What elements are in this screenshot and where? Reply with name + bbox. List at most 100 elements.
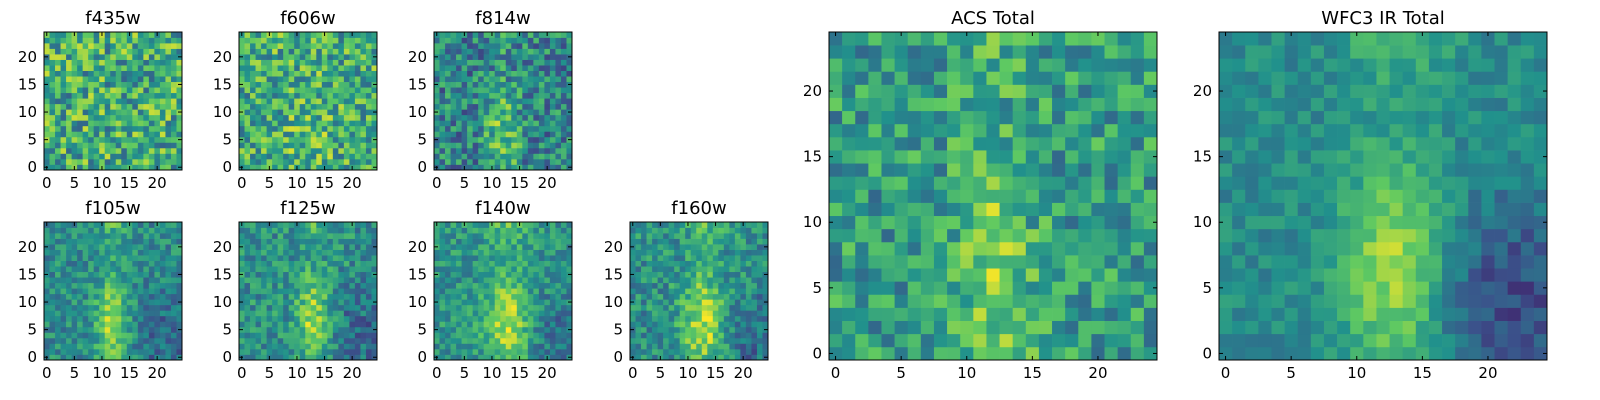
heatmap-cell [126,136,133,143]
heatmap-cell [533,81,540,88]
heatmap-cell [82,354,89,361]
heatmap-cell [266,282,273,289]
heatmap-cell [305,48,312,55]
heatmap-cell [868,255,882,269]
heatmap-cell [272,37,278,44]
heatmap-cell [842,281,856,295]
heatmap-cell [434,321,440,328]
heatmap-cell [522,92,529,99]
heatmap-cell [354,32,361,38]
heatmap-cell [176,222,183,228]
heatmap-cell [494,48,501,55]
heatmap-cell [99,70,106,77]
x-tick-label: 20 [538,174,557,192]
heatmap-cell [881,307,895,321]
heatmap-cell [516,147,523,154]
heatmap-cell [239,37,245,44]
heatmap-cell [371,153,378,160]
heatmap-cell [255,233,262,239]
heatmap-cell [522,321,529,328]
heatmap-cell [137,354,144,361]
heatmap-cell [170,343,177,350]
heatmap-cell [316,315,323,322]
heatmap-cell [894,163,909,177]
heatmap-cell [288,120,295,127]
heatmap-cell [756,343,763,350]
heatmap-cell [467,310,473,317]
heatmap-cell [44,282,50,289]
heatmap-cell [266,48,273,55]
heatmap-cell [566,43,573,49]
heatmap-cell [718,288,725,295]
heatmap-cell [132,43,139,49]
heatmap-cell [77,233,83,239]
heatmap-cell [88,304,95,311]
heatmap-cell [44,348,50,355]
heatmap-cell [332,81,339,88]
heatmap-cell [855,255,869,269]
heatmap-cell [365,282,372,289]
heatmap-cell [55,343,61,350]
heatmap-cell [66,337,72,344]
heatmap-cell [685,315,692,322]
heatmap-cell [294,233,301,239]
heatmap-cell [494,81,501,88]
heatmap-cell [360,114,367,121]
heatmap-cell [338,120,345,127]
heatmap-cell [555,158,562,165]
heatmap-cell [321,158,328,165]
heatmap-cell [555,260,562,267]
heatmap-cell [115,120,122,127]
heatmap-cell [560,249,567,256]
heatmap-cell [500,76,507,83]
x-tick-label: 0 [237,174,247,192]
heatmap-cell [272,92,278,99]
heatmap-cell [176,266,183,273]
heatmap-cell [960,294,974,308]
heatmap-cell [734,321,741,328]
heatmap-cell [60,315,67,322]
heatmap-cell [566,48,573,55]
heatmap-cell [354,120,361,127]
heatmap-cell [272,109,278,116]
heatmap-cell [685,260,692,267]
heatmap-cell [533,87,540,94]
heatmap-cell [360,147,367,154]
heatmap-cell [450,70,457,77]
heatmap-cell [360,266,367,273]
heatmap-cell [696,282,703,289]
heatmap-cell [170,48,177,55]
heatmap-cell [44,293,50,300]
heatmap-cell [472,147,479,154]
heatmap-cell [533,98,540,105]
heatmap-cell [723,244,730,250]
heatmap-cell [635,321,642,328]
heatmap-cell [657,233,664,239]
heatmap-cell [170,244,177,250]
heatmap-cell [538,92,545,99]
heatmap-cell [137,109,144,116]
heatmap-cell [250,54,256,60]
heatmap-cell [126,293,133,300]
heatmap-cell [505,249,512,256]
heatmap-cell [712,249,719,256]
heatmap-cell [77,271,83,278]
heatmap-cell [478,147,485,154]
x-tick-label: 0 [628,364,638,382]
heatmap-cell [132,266,139,273]
heatmap-cell [132,54,139,60]
heatmap-cell [533,114,540,121]
heatmap-cell [239,120,245,127]
heatmap-cell [327,277,334,284]
heatmap-cell [55,244,61,250]
heatmap-cell [250,98,256,105]
heatmap-cell [533,120,540,127]
heatmap-cell [516,103,523,110]
heatmap-cell [154,109,161,116]
axes-frame [43,31,183,171]
heatmap-cell [66,92,72,99]
heatmap-cell [255,337,262,344]
heatmap-cell [327,227,334,234]
heatmap-cell [159,147,166,154]
heatmap-cell [343,332,350,339]
